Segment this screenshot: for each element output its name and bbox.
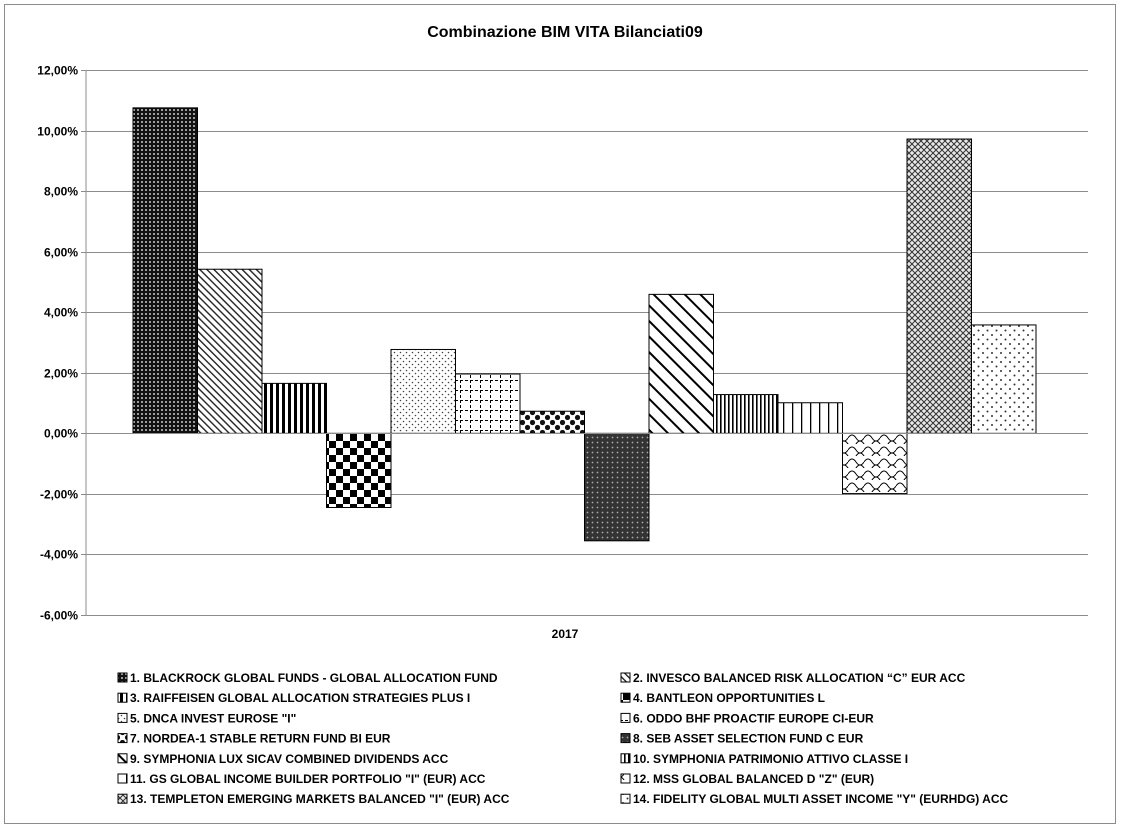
legend-swatch-1 [117, 672, 128, 683]
chart-title: Combinazione BIM VITA Bilanciati09 [427, 24, 703, 41]
legend-label-7: 7. NORDEA-1 STABLE RETURN FUND BI EUR [130, 732, 391, 746]
y-axis-ticks: -6,00% -4,00% -2,00% 0,00% 2,00% 4,00% 6,00% 8,… [37, 64, 78, 623]
legend-swatch-5 [117, 712, 128, 723]
legend-label-13: 13. TEMPLETON EMERGING MARKETS BALANCED … [130, 792, 510, 806]
legend-swatch-6 [620, 712, 631, 723]
legend-swatch-10 [620, 753, 631, 764]
legend-label-3: 3. RAIFFEISEN GLOBAL ALLOCATION STRATEGI… [130, 691, 470, 705]
y-tick-label: 12,00% [37, 64, 78, 78]
y-tick-label: 6,00% [44, 246, 78, 260]
legend-swatch-13 [117, 793, 128, 804]
y-tick-label: -4,00% [40, 548, 78, 562]
bar-series-11 [777, 402, 843, 434]
bars [132, 107, 1037, 542]
bar-series-13 [906, 138, 972, 434]
y-tick-label: -6,00% [40, 609, 78, 623]
legend-swatch-4 [620, 692, 631, 703]
bar-series-8 [584, 432, 650, 542]
bar-series-5 [390, 348, 456, 434]
legend-label-11: 11. GS GLOBAL INCOME BUILDER PORTFOLIO "… [130, 772, 486, 786]
bar-series-10 [713, 394, 779, 434]
bar-series-14 [971, 324, 1037, 434]
legend-swatch-2 [620, 672, 631, 683]
legend-swatch-3 [117, 692, 128, 703]
legend-label-4: 4. BANTLEON OPPORTUNITIES L [633, 691, 825, 705]
y-tick-label: -2,00% [40, 488, 78, 502]
legend-label-5: 5. DNCA INVEST EUROSE "I" [130, 711, 296, 725]
legend-label-8: 8. SEB ASSET SELECTION FUND C EUR [633, 732, 864, 746]
legend-swatch-7 [117, 733, 128, 744]
legend-swatch-8 [620, 733, 631, 744]
y-tick-label: 2,00% [44, 367, 78, 381]
x-category-label: 2017 [552, 627, 579, 641]
legend-label-14: 14. FIDELITY GLOBAL MULTI ASSET INCOME "… [633, 792, 1009, 806]
y-tick-label: 10,00% [37, 125, 78, 139]
bar-series-2 [197, 268, 263, 434]
legend-swatch-9 [117, 753, 128, 764]
legend-label-1: 1. BLACKROCK GLOBAL FUNDS - GLOBAL ALLOC… [130, 671, 498, 685]
legend-label-2: 2. INVESCO BALANCED RISK ALLOCATION “C” … [633, 671, 966, 685]
legend-swatch-11 [117, 773, 128, 784]
bar-series-4 [326, 432, 392, 509]
legend-swatch-12 [620, 773, 631, 784]
bar-series-1 [132, 107, 198, 434]
y-tick-label: 8,00% [44, 185, 78, 199]
legend: 1. BLACKROCK GLOBAL FUNDS - GLOBAL ALLOC… [117, 671, 1009, 806]
legend-swatch-14 [620, 793, 631, 804]
y-tick-label: 4,00% [44, 306, 78, 320]
bar-series-7 [519, 410, 585, 434]
bar-series-12 [842, 432, 908, 495]
legend-label-6: 6. ODDO BHF PROACTIF EUROPE CI-EUR [633, 711, 874, 725]
bar-series-3 [261, 382, 327, 434]
legend-label-10: 10. SYMPHONIA PATRIMONIO ATTIVO CLASSE I [633, 752, 908, 766]
legend-label-9: 9. SYMPHONIA LUX SICAV COMBINED DIVIDEND… [130, 752, 449, 766]
legend-label-12: 12. MSS GLOBAL BALANCED D "Z" (EUR) [633, 772, 874, 786]
y-tick-label: 0,00% [44, 427, 78, 441]
bar-series-6 [455, 373, 521, 434]
bar-series-9 [648, 293, 714, 434]
